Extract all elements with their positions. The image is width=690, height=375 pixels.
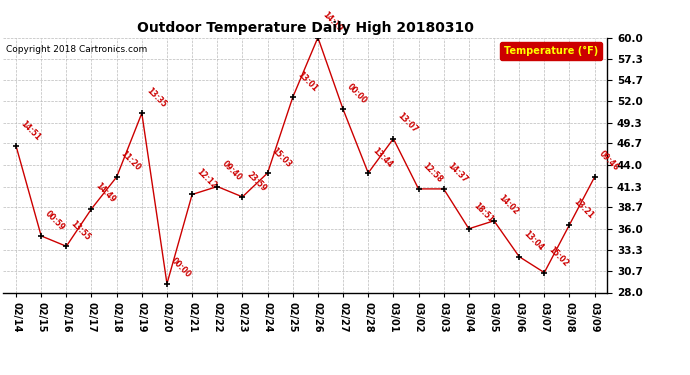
Text: 14:02: 14:02 [497, 194, 520, 217]
Text: 13:07: 13:07 [396, 111, 420, 135]
Text: 12:12: 12:12 [195, 167, 218, 190]
Text: 13:04: 13:04 [522, 229, 545, 253]
Text: 11:20: 11:20 [119, 150, 143, 173]
Text: 00:59: 00:59 [43, 209, 67, 232]
Text: 15:03: 15:03 [270, 146, 293, 169]
Text: 00:00: 00:00 [346, 82, 369, 105]
Text: 14:19: 14:19 [320, 10, 344, 33]
Title: Outdoor Temperature Daily High 20180310: Outdoor Temperature Daily High 20180310 [137, 21, 474, 35]
Text: 09:40: 09:40 [220, 159, 243, 183]
Text: 13:44: 13:44 [371, 146, 394, 169]
Text: 13:35: 13:35 [144, 86, 168, 109]
Text: 15:02: 15:02 [547, 245, 570, 268]
Text: 23:59: 23:59 [245, 170, 268, 193]
Legend: Temperature (°F): Temperature (°F) [500, 42, 602, 60]
Text: 09:46: 09:46 [597, 150, 620, 173]
Text: 13:55: 13:55 [69, 219, 92, 242]
Text: 12:58: 12:58 [421, 162, 444, 185]
Text: 18:51: 18:51 [471, 201, 495, 225]
Text: 13:21: 13:21 [572, 197, 595, 221]
Text: 00:00: 00:00 [170, 256, 193, 280]
Text: 14:37: 14:37 [446, 161, 470, 185]
Text: 14:49: 14:49 [94, 182, 117, 205]
Text: 14:51: 14:51 [19, 118, 42, 142]
Text: Copyright 2018 Cartronics.com: Copyright 2018 Cartronics.com [6, 45, 148, 54]
Text: 13:01: 13:01 [295, 70, 319, 93]
